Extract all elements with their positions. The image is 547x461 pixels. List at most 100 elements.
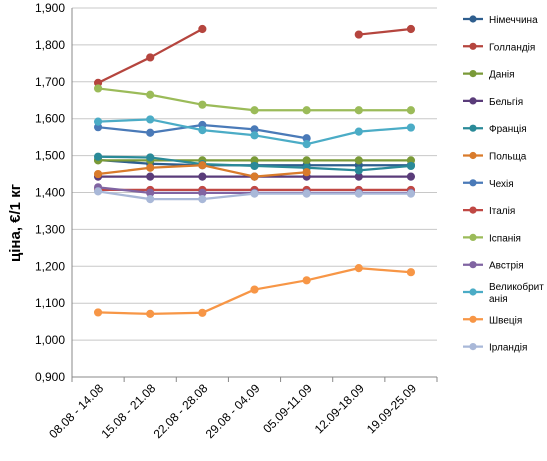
legend-swatch-marker xyxy=(469,343,477,351)
legend-item: Італія xyxy=(463,206,515,217)
legend-swatch-marker xyxy=(469,70,477,78)
x-tick-label: 08.08 - 14.08 xyxy=(46,381,106,441)
data-point xyxy=(146,195,155,204)
legend-item: Швеція xyxy=(463,315,522,326)
legend-label: Польща xyxy=(489,152,527,163)
data-point xyxy=(146,90,155,99)
data-point xyxy=(146,153,155,162)
legend-item: Чехія xyxy=(463,179,514,190)
data-point xyxy=(146,128,155,137)
data-point xyxy=(406,268,416,277)
legend-swatch-marker xyxy=(469,42,477,50)
data-point xyxy=(406,123,416,132)
data-point xyxy=(198,161,207,170)
legend-swatch-marker xyxy=(469,288,477,296)
legend-item: Іспанія xyxy=(463,233,521,244)
series-чехія xyxy=(93,120,311,143)
data-point xyxy=(250,172,259,181)
legend-item: Голландія xyxy=(463,42,535,53)
data-point xyxy=(198,126,207,135)
data-point xyxy=(250,106,259,115)
y-tick-label: 1,200 xyxy=(35,259,65,273)
data-point xyxy=(93,117,103,126)
data-point xyxy=(250,285,259,294)
legend-label: Іспанія xyxy=(489,233,521,244)
data-point xyxy=(146,115,155,124)
legend-swatch-marker xyxy=(469,151,477,160)
axes xyxy=(71,8,438,382)
y-tick-label: 1,900 xyxy=(35,1,65,15)
legend-swatch-marker xyxy=(469,206,477,214)
data-point xyxy=(198,172,207,181)
x-tick-label: 12.09-18.09 xyxy=(312,381,367,436)
legend-label: Франція xyxy=(489,124,527,135)
y-tick-label: 1,700 xyxy=(35,75,65,89)
legend-label: Бельгія xyxy=(489,97,523,108)
data-point xyxy=(146,53,155,62)
y-tick-labels: 0,900 1,000 1,100 1,200 1,300 1,400 1,500 1,600… xyxy=(35,1,65,384)
y-tick-label: 1,000 xyxy=(35,333,65,347)
legend-swatch-marker xyxy=(469,233,477,241)
data-point xyxy=(302,276,311,285)
legend-label: Італія xyxy=(489,206,515,217)
legend-item: Німеччина xyxy=(463,15,538,26)
data-point xyxy=(250,131,259,140)
data-point xyxy=(93,152,103,161)
legend-item: Польща xyxy=(463,152,527,163)
data-point xyxy=(146,172,155,181)
data-point xyxy=(93,169,103,179)
data-point xyxy=(93,187,103,196)
y-tick-label: 1,300 xyxy=(35,222,65,236)
data-point xyxy=(354,189,363,198)
legend-label-part: Великобрит xyxy=(489,281,544,293)
legend: Німеччина Голландія Данія Бельгія Франція Пол… xyxy=(463,15,544,354)
y-tick-label: 1,600 xyxy=(35,112,65,126)
legend-item: Франція xyxy=(463,124,527,135)
legend-label: Голландія xyxy=(489,42,535,53)
data-point xyxy=(354,156,363,165)
series-великобританія xyxy=(93,115,416,149)
legend-label-part: анія xyxy=(489,294,508,305)
data-point xyxy=(406,106,416,115)
legend-label: Ірландія xyxy=(489,343,527,354)
x-tick-label: 19.09-25.09 xyxy=(364,381,419,436)
y-tick-label: 1,800 xyxy=(35,38,65,52)
legend-item: Бельгія xyxy=(463,97,523,108)
data-point xyxy=(302,168,311,177)
data-point xyxy=(354,127,363,136)
legend-item: Данія xyxy=(463,70,515,81)
legend-swatch-marker xyxy=(469,15,477,23)
data-point xyxy=(406,189,416,198)
data-point xyxy=(354,106,363,115)
legend-swatch-marker xyxy=(469,315,477,323)
legend-item: Ірландія xyxy=(463,343,527,354)
series-швеція xyxy=(93,264,416,319)
legend-label: Данія xyxy=(489,70,515,81)
data-point xyxy=(354,30,363,39)
data-point xyxy=(406,161,416,171)
data-point xyxy=(354,166,363,175)
data-point xyxy=(302,140,311,149)
data-point xyxy=(354,264,363,273)
data-point xyxy=(250,189,259,198)
series-ірландія xyxy=(93,187,416,204)
legend-label: Австрія xyxy=(489,261,524,272)
data-point xyxy=(302,156,311,165)
data-point xyxy=(146,309,155,319)
data-point xyxy=(302,189,311,198)
y-tick-label: 1,400 xyxy=(35,186,65,200)
series-іспанія xyxy=(93,84,416,115)
data-point xyxy=(93,308,103,317)
legend-swatch-marker xyxy=(469,124,477,132)
legend-item: Австрія xyxy=(463,261,524,272)
series xyxy=(93,24,416,319)
x-tick-label: 15.08 - 21.08 xyxy=(98,381,158,441)
legend-swatch-marker xyxy=(469,261,477,269)
y-tick-label: 1,100 xyxy=(35,296,65,310)
data-point xyxy=(198,100,207,109)
y-tick-label: 0,900 xyxy=(35,370,65,384)
legend-swatch-marker xyxy=(469,97,477,105)
